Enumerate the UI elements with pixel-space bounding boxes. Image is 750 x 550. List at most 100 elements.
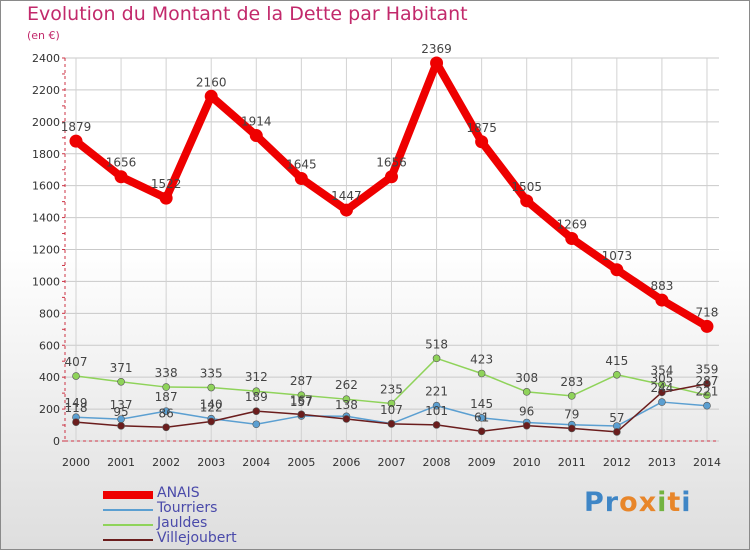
logo-letter: r — [604, 487, 620, 518]
proxiti-logo: Proxiti — [584, 487, 692, 518]
data-point — [700, 319, 714, 333]
data-label: 1879 — [61, 120, 92, 134]
x-tick-label: 2011 — [558, 456, 586, 469]
data-point — [252, 387, 261, 396]
legend-swatch — [103, 524, 153, 526]
data-label: 187 — [155, 390, 178, 404]
data-point — [162, 407, 170, 415]
data-label: 407 — [65, 355, 88, 369]
data-point — [567, 424, 576, 433]
data-label: 107 — [380, 403, 403, 417]
data-point — [297, 391, 306, 399]
data-point — [522, 388, 531, 396]
data-point — [339, 203, 353, 217]
data-label: 1073 — [602, 249, 633, 263]
y-tick-label: 600 — [39, 339, 60, 352]
data-point — [207, 417, 216, 426]
data-point — [72, 418, 80, 426]
chart-subtitle: (en €) — [27, 29, 60, 42]
data-point — [294, 171, 308, 185]
data-label: 1656 — [106, 156, 137, 170]
x-tick-label: 2005 — [287, 456, 315, 469]
data-label: 305 — [650, 371, 673, 385]
y-tick-label: 1800 — [32, 148, 60, 161]
data-label: 415 — [605, 354, 628, 368]
legend-label: Tourriers — [157, 500, 218, 516]
data-label: 2160 — [196, 75, 227, 89]
y-tick-label: 2400 — [32, 52, 60, 65]
data-point — [477, 369, 486, 378]
data-label: 1447 — [331, 189, 362, 203]
data-point — [477, 414, 486, 422]
y-tick-label: 0 — [53, 435, 60, 448]
data-point — [117, 422, 125, 430]
x-tick-label: 2002 — [152, 456, 180, 469]
data-point — [522, 421, 531, 430]
data-point — [703, 401, 711, 410]
data-label: 57 — [609, 411, 624, 425]
data-label: 262 — [335, 378, 358, 392]
data-point — [159, 191, 173, 205]
x-tick-label: 2000 — [62, 456, 90, 469]
y-tick-label: 2000 — [32, 116, 60, 129]
data-label: 61 — [474, 410, 489, 424]
data-point — [658, 388, 666, 397]
data-point — [162, 423, 170, 432]
data-point — [703, 379, 711, 388]
data-label: 101 — [425, 404, 448, 418]
y-tick-label: 1000 — [32, 275, 60, 288]
data-point — [658, 398, 666, 406]
data-point — [658, 380, 666, 389]
data-label: 122 — [200, 401, 223, 415]
x-tick-label: 2007 — [377, 456, 405, 469]
logo-letter: P — [584, 487, 605, 518]
y-tick-label: 200 — [39, 403, 60, 416]
data-label: 1522 — [151, 177, 182, 191]
data-point — [297, 410, 306, 419]
data-point — [387, 420, 396, 428]
logo-letter: i — [657, 487, 668, 518]
data-point — [117, 377, 125, 386]
data-label: 338 — [155, 366, 178, 380]
y-tick-label: 1400 — [32, 212, 60, 225]
x-tick-label: 2014 — [693, 456, 721, 469]
data-point — [204, 89, 218, 103]
data-label: 883 — [650, 279, 673, 293]
data-point — [387, 399, 396, 408]
data-label: 518 — [425, 337, 448, 351]
data-label: 137 — [110, 398, 133, 412]
x-tick-label: 2012 — [603, 456, 631, 469]
legend-swatch — [103, 491, 153, 499]
data-point — [342, 395, 351, 403]
data-label: 2369 — [421, 42, 452, 56]
data-label: 287 — [696, 374, 719, 388]
data-label: 149 — [65, 396, 88, 410]
x-tick-label: 2006 — [332, 456, 360, 469]
y-tick-label: 1600 — [32, 180, 60, 193]
data-point — [432, 354, 441, 363]
data-label: 244 — [650, 381, 673, 395]
data-label: 235 — [380, 382, 403, 396]
data-label: 189 — [245, 390, 268, 404]
legend-label: ANAIS — [157, 485, 200, 501]
data-label: 96 — [519, 405, 534, 419]
data-point — [565, 231, 579, 245]
data-label: 312 — [245, 370, 268, 384]
data-label: 1914 — [241, 115, 272, 129]
data-label: 221 — [696, 385, 719, 399]
data-point — [477, 427, 486, 436]
data-point — [114, 170, 128, 184]
data-label: 335 — [200, 367, 223, 381]
data-label: 1875 — [466, 121, 497, 135]
legend-swatch — [103, 509, 153, 511]
x-tick-label: 2013 — [648, 456, 676, 469]
y-tick-label: 1200 — [32, 244, 60, 257]
data-point — [475, 135, 489, 149]
data-label: 718 — [696, 305, 719, 319]
logo-letter: o — [619, 487, 639, 518]
chart-title: Evolution du Montant de la Dette par Hab… — [27, 3, 468, 25]
logo-letter: t — [667, 487, 682, 518]
data-point — [252, 420, 261, 429]
